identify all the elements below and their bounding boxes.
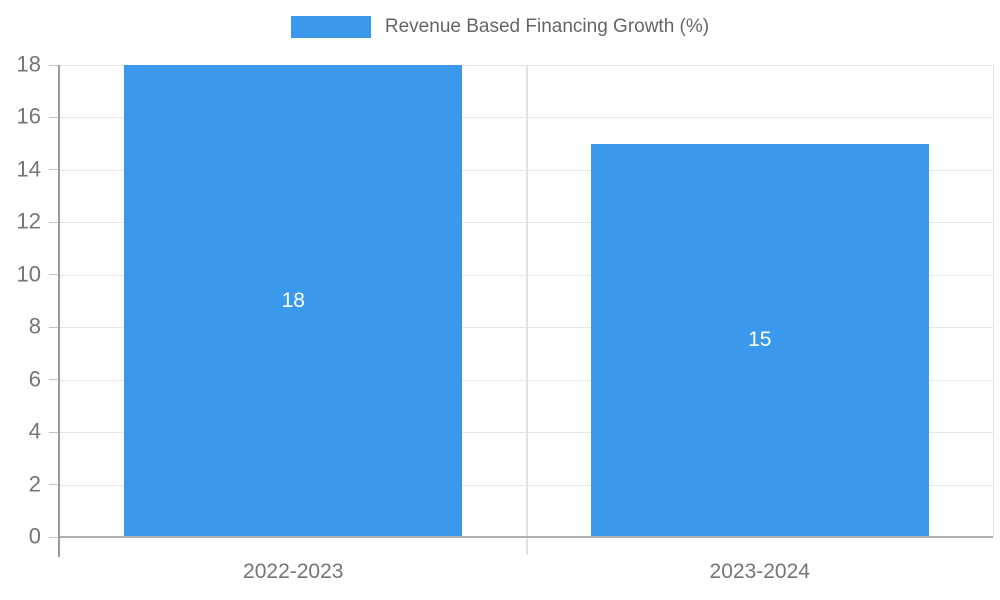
y-axis-labels: 0 2 4 6 8 10 12 14 16 18 [0, 51, 58, 548]
legend: Revenue Based Financing Growth (%) [0, 16, 1000, 38]
bar-value-label: 15 [748, 328, 772, 352]
y-tick-mark [49, 64, 58, 66]
plot-area: 18 15 [58, 65, 994, 557]
y-tick-label: 10 [16, 261, 41, 287]
bar-2023-2024: 15 [590, 143, 929, 537]
y-tick-mark [49, 221, 58, 223]
x-axis-labels: 2022-2023 2023-2024 [60, 560, 993, 590]
y-tick-mark [49, 274, 58, 276]
bars-layer: 18 15 [60, 65, 993, 555]
y-tick-label: 12 [16, 208, 41, 234]
y-tick-mark [49, 431, 58, 433]
y-tick-mark [49, 536, 58, 538]
x-tick-label: 2022-2023 [243, 560, 344, 583]
x-tick-label: 2023-2024 [709, 560, 810, 583]
y-tick-mark [49, 326, 58, 328]
y-tick-label: 8 [28, 313, 41, 339]
y-tick-mark [49, 169, 58, 171]
legend-swatch [290, 16, 371, 38]
y-tick-mark [49, 116, 58, 118]
bar-2022-2023: 18 [124, 65, 463, 537]
y-tick-label: 0 [28, 523, 41, 549]
y-tick-label: 6 [28, 366, 41, 392]
bar-value-label: 18 [281, 289, 305, 312]
y-tick-label: 14 [16, 156, 41, 182]
legend-label: Revenue Based Financing Growth (%) [384, 16, 710, 37]
category-divider [525, 65, 528, 555]
y-tick-label: 18 [16, 51, 41, 77]
y-tick-label: 16 [16, 103, 41, 129]
x-axis-line [60, 536, 993, 538]
y-tick-label: 2 [28, 471, 41, 497]
y-axis-line [58, 65, 60, 557]
y-tick-mark [49, 379, 58, 381]
y-tick-mark [49, 484, 58, 486]
y-tick-label: 4 [28, 418, 41, 444]
